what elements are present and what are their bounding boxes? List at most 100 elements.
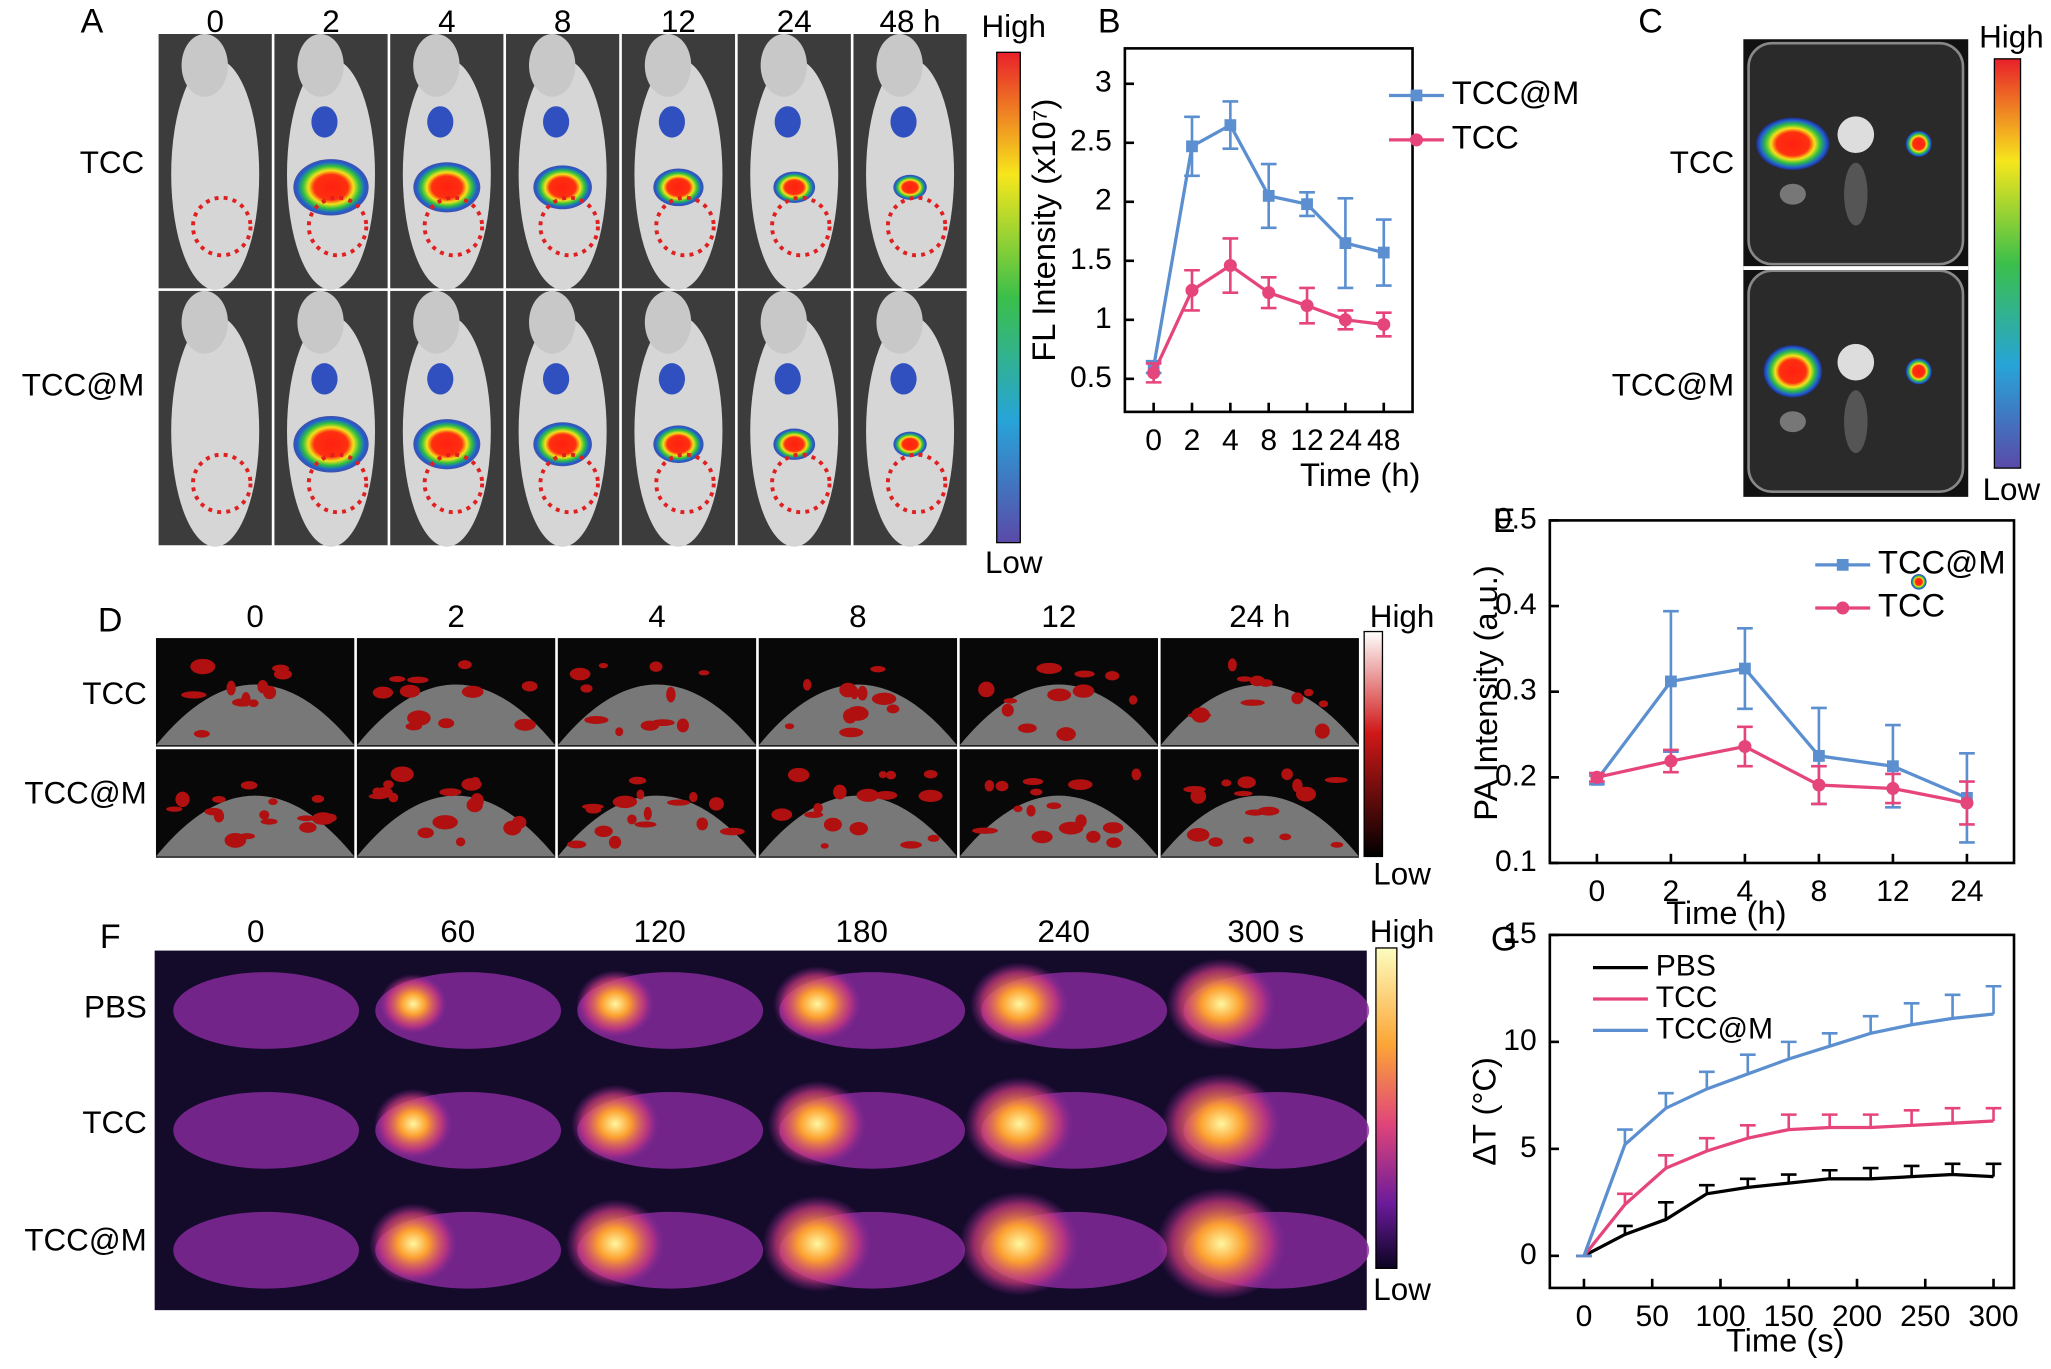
marker [1738, 739, 1752, 754]
x-tick-label: 2 [1663, 875, 1680, 908]
series-line [1595, 666, 1968, 800]
colorbar-label: High [1370, 914, 1435, 949]
pa-signal [375, 787, 393, 798]
pa-signal [383, 780, 394, 789]
y-axis-label: PA Intensity (a.u.) [1467, 565, 1504, 820]
marker [1377, 318, 1391, 332]
organ [1779, 411, 1806, 433]
pa-signal [634, 821, 657, 828]
tumor-circle [770, 195, 832, 258]
pa-signal [1208, 837, 1223, 847]
tumor-circle [422, 195, 485, 258]
marker [1262, 190, 1275, 202]
fl-signal [774, 363, 801, 395]
pa-signal [885, 770, 897, 780]
column-label: 24 [777, 4, 812, 39]
pa-signal [181, 691, 207, 699]
pa-signal [1036, 662, 1063, 674]
row-label: PBS [84, 990, 147, 1025]
error-bar [1698, 1183, 1715, 1194]
column-label: 12 [661, 4, 696, 39]
fl-signal [413, 419, 481, 470]
pa-signal [1074, 670, 1095, 678]
pa-signal [1281, 768, 1293, 781]
ir-hotspot [959, 1191, 1080, 1296]
tumor-circle [306, 452, 369, 515]
error-bar [1821, 1113, 1838, 1128]
pa-signal [1058, 821, 1084, 835]
legend-label: TCC@M [1452, 74, 1580, 111]
pa-signal [871, 692, 897, 705]
x-tick-label: 2 [1184, 424, 1201, 457]
y-tick-label: 0.1 [1495, 845, 1537, 878]
error-bar [1944, 1106, 1961, 1124]
marker [1812, 778, 1826, 792]
x-tick-label: 12 [1290, 424, 1323, 457]
y-tick-label: 0 [1520, 1238, 1537, 1271]
pa-signal [1279, 833, 1292, 841]
pa-signal [399, 684, 421, 698]
colorbar [996, 51, 1021, 544]
x-tick-label: 8 [1260, 424, 1277, 457]
pa-signal [615, 727, 624, 737]
x-tick-label: 24 [1329, 424, 1362, 457]
column-label: 4 [648, 599, 665, 634]
y-tick-label: 5 [1520, 1131, 1537, 1164]
pa-signal [514, 718, 536, 731]
organ-signal [1905, 358, 1932, 385]
marker [1338, 313, 1352, 327]
tissue [557, 684, 757, 746]
column-label: 120 [634, 914, 686, 949]
pa-signal [1242, 836, 1254, 844]
error-bar [1698, 1070, 1715, 1089]
pa-signal [696, 817, 709, 831]
y-tick-label: 0.4 [1495, 588, 1537, 621]
pa-signal [1030, 788, 1043, 796]
panel-letter: B [1098, 3, 1121, 41]
x-tick-label: 300 [1968, 1300, 2018, 1333]
fl-signal [427, 363, 454, 395]
x-tick-label: 100 [1695, 1300, 1745, 1333]
ir-hotspot [762, 1195, 873, 1293]
y-tick-label: 1.5 [1070, 243, 1112, 276]
pa-signal [719, 827, 745, 836]
error-bar [1862, 1113, 1879, 1128]
pa-signal [580, 684, 593, 693]
pa-signal [212, 795, 226, 803]
pa-signal [232, 698, 253, 707]
fl-signal [774, 106, 801, 138]
pa-signal [636, 789, 645, 800]
x-tick-label: 48 [1367, 424, 1400, 457]
tumor-circle [538, 452, 600, 515]
colorbar-label: High [981, 9, 1046, 44]
mouse-head [529, 290, 576, 354]
colorbar [1375, 947, 1398, 1269]
pa-signal [268, 798, 278, 806]
pa-signal [175, 791, 190, 808]
column-label: 2 [447, 599, 464, 634]
error-bar [1821, 1032, 1838, 1047]
ir-hotspot [368, 1203, 458, 1285]
pa-signal [1102, 822, 1124, 834]
error-bar [1658, 1201, 1674, 1220]
mouse-head [413, 290, 460, 354]
error-bar [1985, 984, 2002, 1015]
pa-signal [1086, 830, 1101, 843]
pa-signal [995, 780, 1009, 792]
pa-signal [1233, 790, 1253, 797]
pa-signal [388, 792, 399, 803]
column-label: 60 [440, 914, 475, 949]
marker [1887, 760, 1899, 773]
dish [1747, 269, 1965, 493]
y-tick-label: 3 [1095, 66, 1112, 99]
colorbar-label: Low [1983, 472, 2041, 507]
panel-letter: F [100, 918, 121, 956]
ir-hotspot [1155, 1187, 1287, 1300]
pa-signal [166, 806, 183, 812]
fl-signal [893, 431, 927, 457]
pa-signal [1047, 688, 1072, 702]
marker [1590, 770, 1604, 784]
pa-signal [1291, 692, 1304, 705]
legend-label: TCC [1452, 119, 1519, 156]
pa-signal [839, 727, 864, 738]
